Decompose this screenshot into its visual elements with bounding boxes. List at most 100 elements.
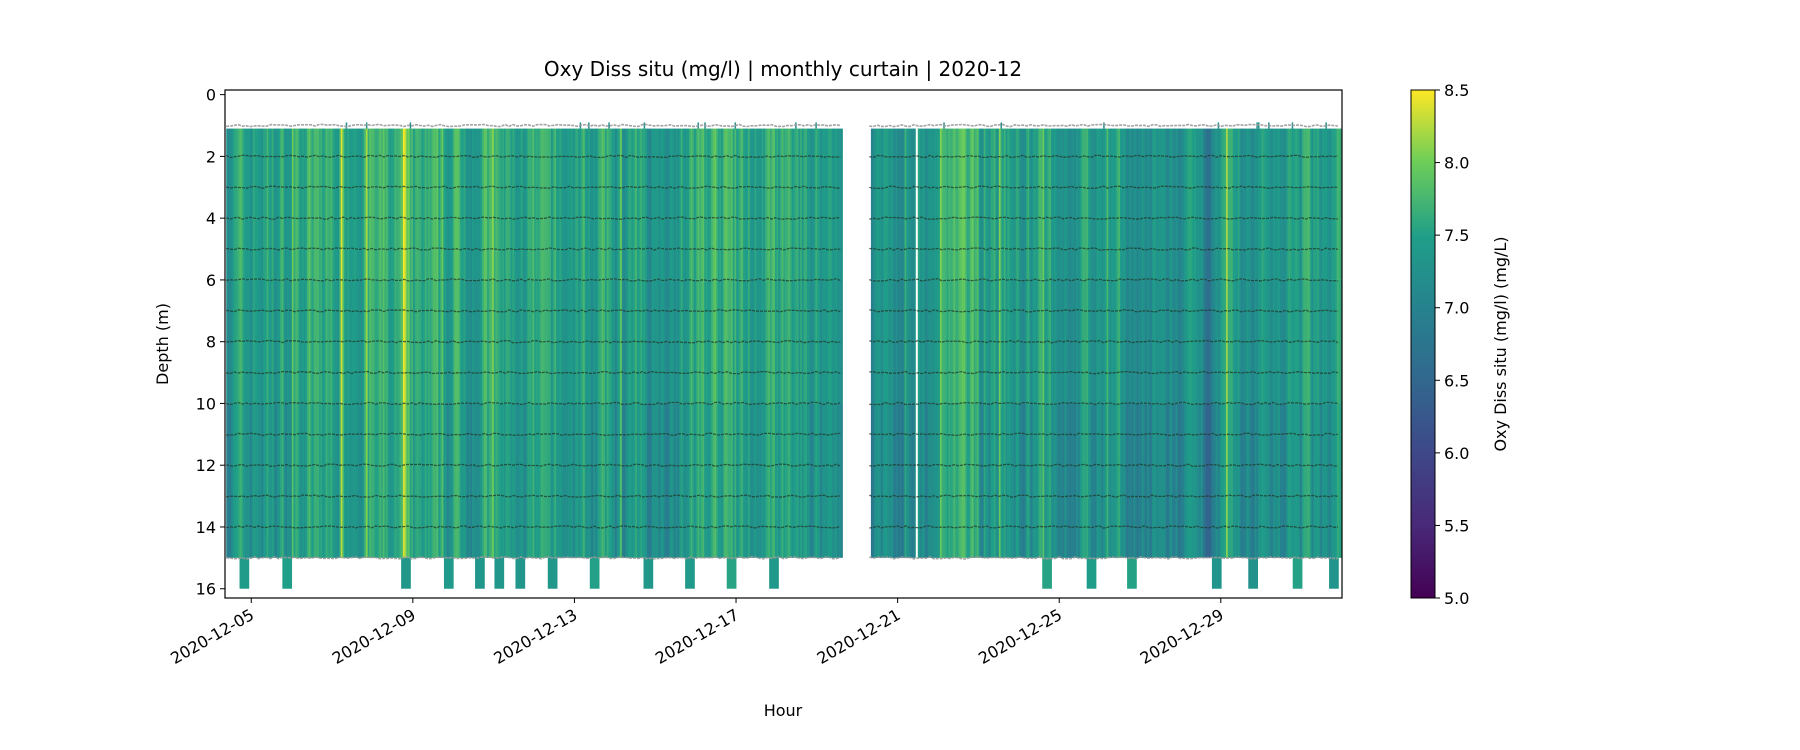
curtain-cell xyxy=(653,403,657,558)
y-tick-label: 2 xyxy=(206,147,216,166)
curtain-cell xyxy=(475,403,478,558)
curtain-cell xyxy=(269,403,273,558)
curtain-cell xyxy=(470,403,473,558)
curtain-cell xyxy=(1032,128,1035,280)
curtain-cell xyxy=(583,403,586,558)
curtain-cell xyxy=(763,128,766,280)
depth-line-12m xyxy=(226,463,841,467)
curtain-cell xyxy=(716,128,719,280)
curtain-cell xyxy=(357,403,360,558)
curtain-cell xyxy=(758,128,761,280)
curtain-cell xyxy=(1300,403,1303,558)
curtain-cell xyxy=(1335,403,1338,558)
curtain-cell xyxy=(485,128,488,280)
curtain-cell xyxy=(1298,128,1301,280)
curtain-cell xyxy=(360,128,364,280)
curtain-cell xyxy=(446,403,449,558)
curtain-cell xyxy=(434,279,438,404)
curtain-cell xyxy=(1219,279,1222,404)
curtain-cell xyxy=(269,128,273,280)
curtain-cell xyxy=(684,279,687,404)
curtain-cell xyxy=(766,128,769,280)
curtain-cell xyxy=(813,279,816,404)
curtain-cell xyxy=(1246,128,1249,280)
curtain-cell xyxy=(837,279,840,404)
curtain-cell xyxy=(904,403,907,558)
curtain-cell xyxy=(381,403,384,558)
curtain-cell xyxy=(365,403,369,558)
curtain-cell xyxy=(815,128,818,280)
y-tick-label: 10 xyxy=(196,394,216,413)
curtain-heatmap xyxy=(226,122,1342,589)
curtain-cell xyxy=(1143,128,1146,280)
curtain-cell xyxy=(1183,128,1187,280)
curtain-cell xyxy=(1076,403,1079,558)
curtain-cell xyxy=(298,403,301,558)
curtain-cell xyxy=(928,403,931,558)
curtain-cell xyxy=(633,403,636,558)
depth-line-14m xyxy=(869,525,1339,529)
curtain-cell xyxy=(508,128,512,280)
curtain-cell xyxy=(1039,128,1042,280)
curtain-cell xyxy=(1113,403,1116,558)
curtain-cell xyxy=(892,403,896,558)
curtain-cell xyxy=(1278,128,1281,280)
curtain-cell xyxy=(1160,403,1163,558)
curtain-cell xyxy=(367,403,370,558)
curtain-cell xyxy=(360,403,364,558)
curtain-cell xyxy=(690,403,694,558)
curtain-cell xyxy=(879,403,882,558)
curtain-cell xyxy=(840,279,843,404)
curtain-cell xyxy=(679,128,682,280)
curtain-cell xyxy=(924,128,928,280)
curtain-cell xyxy=(810,403,813,558)
deep-bin-cell xyxy=(443,557,454,589)
curtain-cell xyxy=(983,279,986,404)
curtain-cell xyxy=(746,403,749,558)
curtain-cell xyxy=(1247,403,1251,558)
x-axis-label: Hour xyxy=(764,701,803,720)
curtain-cell xyxy=(461,403,465,558)
curtain-cell xyxy=(1012,128,1015,280)
curtain-cell xyxy=(1136,403,1140,558)
curtain-cell xyxy=(1315,279,1318,404)
curtain-cell xyxy=(793,128,796,280)
curtain-cell xyxy=(805,128,808,280)
curtain-cell xyxy=(1318,403,1321,558)
curtain-cell xyxy=(1015,128,1018,280)
curtain-cell xyxy=(798,279,801,404)
curtain-cell xyxy=(596,403,599,558)
curtain-cell xyxy=(1222,128,1225,280)
deep-bin-cell xyxy=(589,557,600,589)
curtain-cell xyxy=(919,403,922,558)
curtain-cell xyxy=(1054,128,1057,280)
curtain-cell xyxy=(660,403,663,558)
deep-bin-cell xyxy=(239,557,250,589)
curtain-cell xyxy=(578,279,581,404)
curtain-cell xyxy=(791,403,795,558)
curtain-cell xyxy=(505,128,508,280)
curtain-cell xyxy=(1101,403,1104,558)
curtain-cell xyxy=(892,128,896,280)
curtain-cell xyxy=(1037,128,1040,280)
curtain-cell xyxy=(1258,403,1261,558)
curtain-cell xyxy=(759,128,763,280)
curtain-cell xyxy=(1064,128,1067,280)
curtain-cell xyxy=(1306,403,1310,558)
curtain-cell xyxy=(251,128,254,280)
curtain-cell xyxy=(1008,403,1012,558)
colorbar-label: Oxy Diss situ (mg/l) (mg/L) xyxy=(1491,236,1510,451)
curtain-cell xyxy=(599,279,603,404)
curtain-cell xyxy=(1271,128,1274,280)
curtain-cell xyxy=(458,279,461,404)
curtain-cell xyxy=(1306,128,1310,280)
curtain-cell xyxy=(419,128,423,280)
curtain-cell xyxy=(1059,403,1062,558)
curtain-cell xyxy=(342,128,345,280)
curtain-cell xyxy=(643,403,646,558)
curtain-cell xyxy=(1224,128,1227,280)
curtain-cell xyxy=(374,128,377,280)
curtain-cell xyxy=(1118,403,1121,558)
curtain-cell xyxy=(625,128,628,280)
curtain-cell xyxy=(596,128,599,280)
